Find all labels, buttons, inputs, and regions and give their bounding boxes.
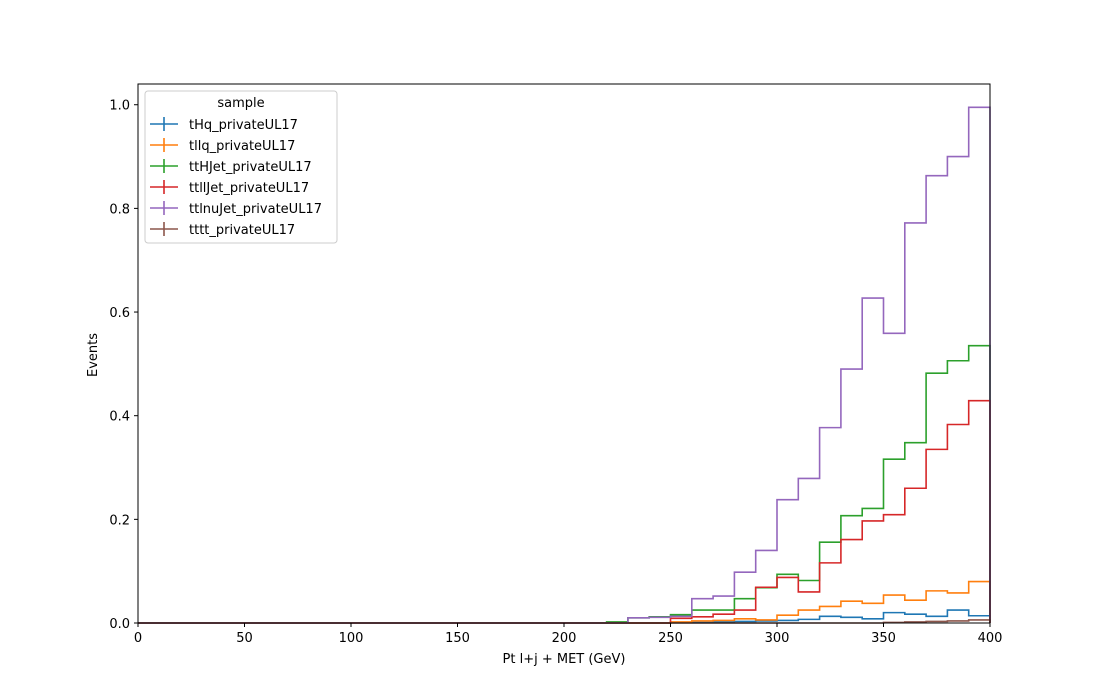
- x-tick-label: 100: [339, 631, 364, 646]
- y-axis-label: Events: [86, 333, 101, 377]
- x-axis-ticks: 0 50 100 150 200 250 300 350 400: [134, 623, 1003, 646]
- y-tick-label: 1.0: [109, 99, 130, 114]
- x-tick-label: 50: [236, 631, 253, 646]
- legend-label: ttlnuJet_privateUL17: [189, 202, 322, 217]
- legend-entries: tHq_privateUL17 tllq_privateUL17 ttHJet_pr…: [150, 117, 322, 238]
- legend-title: sample: [217, 96, 264, 111]
- x-axis-label: Pt l+j + MET (GeV): [503, 652, 626, 667]
- histogram-step-line: [138, 609, 991, 624]
- series-tHq_privateUL17: [138, 609, 991, 624]
- y-tick-label: 0.4: [109, 410, 130, 425]
- x-tick-label: 0: [134, 631, 142, 646]
- y-tick-label: 0.8: [109, 202, 130, 217]
- legend-label: tllq_privateUL17: [189, 139, 295, 154]
- legend-entry: tHq_privateUL17: [150, 117, 298, 133]
- legend-label: ttHJet_privateUL17: [189, 160, 312, 175]
- x-tick-label: 300: [765, 631, 790, 646]
- legend-entry: ttHJet_privateUL17: [150, 159, 312, 175]
- x-tick-label: 200: [552, 631, 577, 646]
- x-tick-label: 250: [658, 631, 683, 646]
- histogram-step-line: [138, 344, 991, 624]
- legend-entry: ttlnuJet_privateUL17: [150, 201, 322, 217]
- legend-label: ttllJet_privateUL17: [189, 181, 309, 196]
- legend-entry: ttllJet_privateUL17: [150, 180, 309, 196]
- y-tick-label: 0.6: [109, 306, 130, 321]
- legend-entry: tllq_privateUL17: [150, 138, 295, 154]
- x-tick-label: 350: [871, 631, 896, 646]
- x-tick-label: 400: [978, 631, 1003, 646]
- legend-label: tttt_privateUL17: [189, 223, 295, 238]
- legend-box: [144, 90, 338, 244]
- legend-entry: tttt_privateUL17: [150, 222, 295, 238]
- series-ttHJet_privateUL17: [138, 344, 991, 624]
- legend-label: tHq_privateUL17: [189, 118, 298, 133]
- legend: sample tHq_privateUL17 tllq_privateUL17tt…: [144, 90, 338, 244]
- y-axis-ticks: 0.0 0.2 0.4 0.6 0.8 1.0: [109, 99, 138, 632]
- y-tick-label: 0.2: [109, 513, 130, 528]
- y-tick-label: 0.0: [109, 617, 130, 632]
- x-tick-label: 150: [445, 631, 470, 646]
